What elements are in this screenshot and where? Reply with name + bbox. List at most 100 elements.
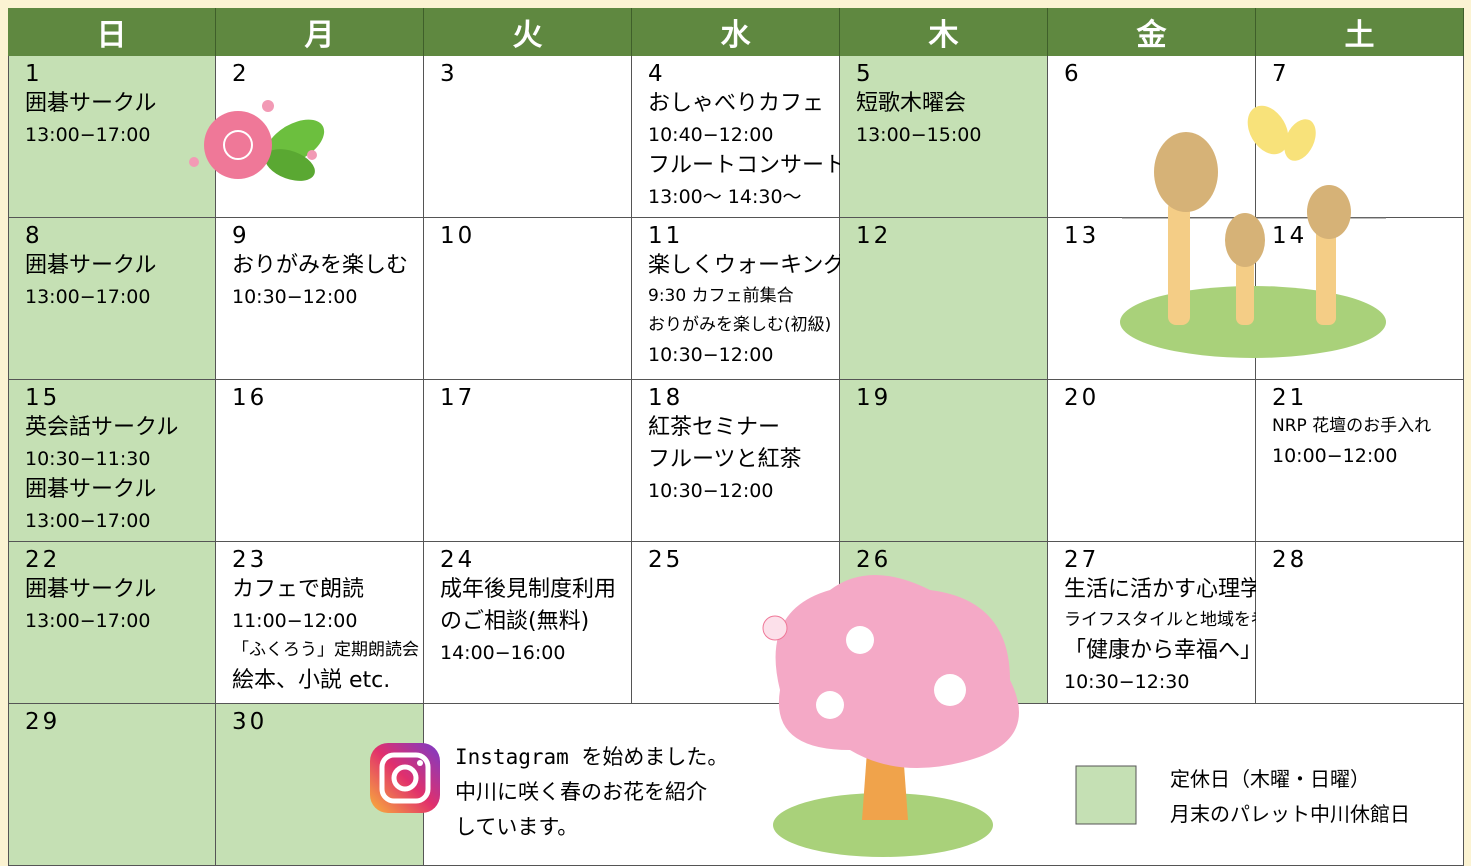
- event-text: 10:30−12:00: [648, 344, 774, 366]
- day-cell: 23 カフェで朗読 11:00−12:00 「ふくろう」定期朗読会絵本、小説 etc.: [216, 542, 424, 704]
- event-text: 10:30−11:30: [25, 448, 151, 470]
- event-text: フルートコンサート: [648, 153, 847, 178]
- weekday-header: 火: [424, 8, 632, 56]
- event-text: 絵本、小説 etc.: [232, 668, 391, 693]
- legend-line: 月末のパレット中川休館日: [1170, 802, 1410, 826]
- event-text: 生活に活かす心理学: [1064, 577, 1263, 602]
- notice-line: 中川に咲く春のお花を紹介: [455, 780, 707, 804]
- day-number: 12: [856, 223, 892, 249]
- event-text: 10:30−12:30: [1064, 671, 1190, 693]
- event-text: 囲碁サークル: [25, 91, 157, 116]
- event-text: 10:30−12:00: [648, 480, 774, 502]
- day-cell: 28: [1256, 542, 1464, 704]
- event-text: NRP 花壇のお手入れ: [1272, 416, 1432, 436]
- day-number: 5: [856, 61, 874, 87]
- day-cell: 6: [1048, 56, 1256, 218]
- event-text: 10:30−12:00: [232, 286, 358, 308]
- event-text: ライフスタイルと地域を考える: [1064, 610, 1302, 630]
- day-cell: 11 楽しくウォーキング 9:30 カフェ前集合 おりがみを楽しむ(初級) 10:30−…: [632, 218, 846, 380]
- event-text: 13:00−17:00: [25, 610, 151, 632]
- day-cell: 5 短歌木曜会 13:00−15:00: [840, 56, 1048, 218]
- day-number: 19: [856, 385, 892, 411]
- event-text: 短歌木曜会: [856, 91, 967, 116]
- event-text: 紅茶セミナー: [648, 415, 781, 440]
- legend-swatch: [1075, 765, 1137, 825]
- day-cell: 3: [424, 56, 632, 218]
- event-text: おしゃべりカフェ: [648, 91, 825, 116]
- day-cell: 20: [1048, 380, 1256, 542]
- day-number: 18: [648, 385, 684, 411]
- weekday-header: 金: [1048, 8, 1256, 56]
- event-text: 10:40−12:00: [648, 124, 774, 146]
- day-number: 4: [648, 61, 666, 87]
- day-cell: 1 囲碁サークル 13:00−17:00: [8, 56, 216, 218]
- event-text: 13:00−15:00: [856, 124, 982, 146]
- day-number: 23: [232, 547, 268, 573]
- event-text: 14:00−16:00: [440, 642, 566, 664]
- day-cell: 17: [424, 380, 632, 542]
- legend-line: 定休日（木曜・日曜）: [1170, 767, 1370, 791]
- event-text: 11:00−12:00: [232, 610, 358, 632]
- day-cell: 18 紅茶セミナー フルーツと紅茶 10:30−12:00: [632, 380, 840, 542]
- day-number: 3: [440, 61, 458, 87]
- event-text: 13:00−17:00: [25, 510, 151, 532]
- day-cell: 21 NRP 花壇のお手入れ 10:00−12:00: [1256, 380, 1464, 542]
- event-text: 「ふくろう」定期朗読会: [232, 640, 419, 660]
- weekday-header: 月: [216, 8, 424, 56]
- event-text: フルーツと紅茶: [648, 447, 802, 472]
- day-cell: 27 生活に活かす心理学ライフスタイルと地域を考える「健康から幸福へ」 10:30−…: [1048, 542, 1302, 704]
- day-number: 9: [232, 223, 250, 249]
- day-cell: 10: [424, 218, 632, 380]
- event-text: 成年後見制度利用: [440, 577, 617, 602]
- event-text: のご相談(無料): [440, 609, 590, 634]
- day-number: 30: [232, 709, 268, 735]
- day-number: 1: [25, 61, 43, 87]
- event-text: 英会話サークル: [25, 415, 179, 440]
- weekday-header: 土: [1256, 8, 1464, 56]
- event-text: 13:00〜 14:30〜: [648, 186, 802, 208]
- weekday-header: 水: [632, 8, 840, 56]
- day-cell: 29: [8, 704, 216, 866]
- day-number: 14: [1272, 223, 1308, 249]
- day-number: 15: [25, 385, 61, 411]
- weekday-header: 木: [840, 8, 1048, 56]
- event-text: 楽しくウォーキング: [648, 253, 846, 278]
- event-text: 13:00−17:00: [25, 124, 151, 146]
- day-cell: 12: [840, 218, 1048, 380]
- legend-text: 定休日（木曜・日曜） 月末のパレット中川休館日: [1170, 762, 1410, 832]
- event-text: 囲碁サークル: [25, 477, 157, 502]
- day-number: 27: [1064, 547, 1100, 573]
- day-number: 11: [648, 223, 684, 249]
- event-text: 13:00−17:00: [25, 286, 151, 308]
- day-number: 29: [25, 709, 61, 735]
- cherry-tree: [762, 575, 1019, 857]
- event-text: カフェで朗読: [232, 577, 365, 602]
- mushroom-illustration: [1120, 105, 1386, 358]
- day-number: 26: [856, 547, 892, 573]
- day-cell: 22 囲碁サークル 13:00−17:00: [8, 542, 216, 704]
- day-cell: 19: [840, 380, 1048, 542]
- notice-line: しています。: [455, 815, 579, 839]
- blossom-icon: [189, 100, 325, 181]
- day-number: 13: [1064, 223, 1100, 249]
- day-cell: 15 英会話サークル 10:30−11:30 囲碁サークル 13:00−17:00: [8, 380, 216, 542]
- weekday-header: 日: [8, 8, 216, 56]
- day-number: 21: [1272, 385, 1308, 411]
- day-number: 2: [232, 61, 250, 87]
- event-text: おりがみを楽しむ: [232, 253, 409, 278]
- event-text: 10:00−12:00: [1272, 445, 1398, 467]
- day-number: 6: [1064, 61, 1082, 87]
- day-number: 7: [1272, 61, 1290, 87]
- day-cell: 9 おりがみを楽しむ 10:30−12:00: [216, 218, 424, 380]
- day-number: 10: [440, 223, 476, 249]
- event-text: おりがみを楽しむ(初級): [648, 315, 832, 335]
- day-number: 8: [25, 223, 43, 249]
- day-number: 28: [1272, 547, 1308, 573]
- notice-line: Instagram を始めました。: [455, 745, 729, 769]
- day-number: 25: [648, 547, 684, 573]
- instagram-notice: Instagram を始めました。 中川に咲く春のお花を紹介 しています。: [455, 740, 728, 845]
- event-text: 「健康から幸福へ」: [1064, 638, 1263, 663]
- day-cell: 4 おしゃべりカフェ 10:40−12:00 フルートコンサート 13:00〜 14:3…: [632, 56, 847, 218]
